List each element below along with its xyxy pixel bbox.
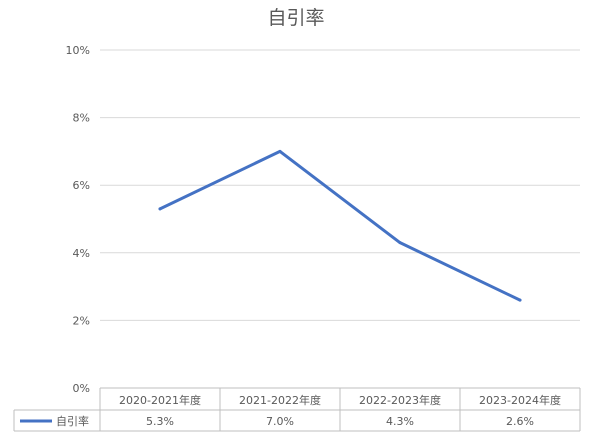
category-label: 2021-2022年度 xyxy=(239,393,321,407)
data-point xyxy=(278,149,282,153)
data-label: 4.3% xyxy=(386,415,414,428)
y-tick-label: 8% xyxy=(73,112,90,125)
category-label: 2023-2024年度 xyxy=(479,393,561,407)
series-line xyxy=(158,149,522,302)
y-tick-label: 10% xyxy=(66,44,90,57)
series-layer xyxy=(158,149,522,302)
y-axis-ticks: 0% 2% 4% 6% 8% 10% xyxy=(66,44,90,395)
category-label: 2022-2023年度 xyxy=(359,393,441,407)
gridlines xyxy=(100,49,580,321)
series-name: 自引率 xyxy=(56,414,89,428)
data-point xyxy=(158,207,162,211)
y-tick-label: 0% xyxy=(73,382,90,395)
data-label: 7.0% xyxy=(266,415,294,428)
y-tick-label: 6% xyxy=(73,179,90,192)
category-label: 2020-2021年度 xyxy=(119,393,201,407)
data-label: 2.6% xyxy=(506,415,534,428)
data-table: 2020-2021年度 2021-2022年度 2022-2023年度 2023-20… xyxy=(13,387,581,432)
data-label: 5.3% xyxy=(146,415,174,428)
data-point xyxy=(518,298,522,302)
data-point xyxy=(398,241,402,245)
y-tick-label: 2% xyxy=(73,314,90,327)
y-tick-label: 4% xyxy=(73,247,90,260)
chart-title: 自引率 xyxy=(267,7,324,29)
